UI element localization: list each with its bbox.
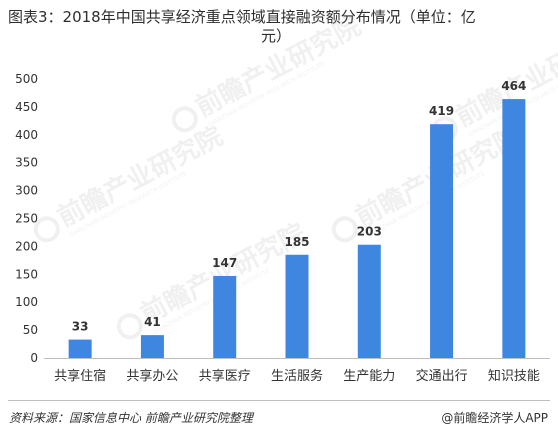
bar-data-label: 41 xyxy=(144,315,161,329)
x-axis: 共享住宿 共享办公 共享医疗 生活服务 生产能力 交通出行 知识技能 xyxy=(44,358,550,384)
bar-data-label: 203 xyxy=(357,225,382,239)
brand-credit: @前瞻经济学人APP xyxy=(441,409,548,426)
y-tick-label: 350 xyxy=(15,156,38,170)
y-tick-label: 150 xyxy=(15,267,38,281)
bar xyxy=(213,275,237,358)
bar-data-label: 185 xyxy=(284,235,309,249)
x-tick-label: 生产能力 xyxy=(343,369,395,384)
bar xyxy=(140,335,164,358)
bar xyxy=(285,254,309,358)
x-tick-label: 知识技能 xyxy=(488,368,540,384)
y-tick-label: 400 xyxy=(15,128,38,142)
x-tick-label: 交通出行 xyxy=(416,368,468,384)
y-tick-label: 500 xyxy=(15,72,38,86)
watermark-logo-icon xyxy=(33,216,60,243)
x-tick-label: 共享办公 xyxy=(126,368,178,384)
y-tick-label: 300 xyxy=(15,184,38,198)
bar-data-label: 419 xyxy=(429,104,454,118)
y-tick-label: 100 xyxy=(15,295,38,309)
y-tick-label: 250 xyxy=(15,212,38,226)
x-tick-label: 共享医疗 xyxy=(199,368,251,384)
y-tick-label: 50 xyxy=(23,323,38,337)
watermark-logo-icon xyxy=(116,313,143,340)
bar-data-label: 33 xyxy=(72,320,89,334)
x-tick-label: 共享住宿 xyxy=(54,368,106,384)
at-icon: @ xyxy=(441,411,454,425)
x-tick-label: 生活服务 xyxy=(271,368,323,384)
y-tick-label: 200 xyxy=(15,239,38,253)
bars: 33 41 147 185 203 419 464 xyxy=(68,79,526,358)
chart-title-line1: 图表3：2018年中国共享经济重点领域直接融资额分布情况（单位：亿 xyxy=(8,8,476,26)
bar xyxy=(357,244,381,358)
bar xyxy=(430,124,454,358)
bar-data-label: 147 xyxy=(212,256,237,270)
bar-data-label: 464 xyxy=(501,79,526,93)
footer-divider xyxy=(8,400,550,401)
y-axis: 0 50 100 150 200 250 300 350 400 450 500 xyxy=(15,72,38,365)
y-tick-label: 450 xyxy=(15,100,38,114)
chart-title: 图表3：2018年中国共享经济重点领域直接融资额分布情况（单位：亿 元） xyxy=(8,8,550,46)
watermark-text: 前瞻产业研究院 xyxy=(190,10,365,123)
watermark-logo-icon xyxy=(331,216,358,243)
brand-name: 前瞻经济学人APP xyxy=(453,411,548,425)
bar xyxy=(68,339,92,358)
watermark-logo-icon xyxy=(171,106,198,133)
bar xyxy=(502,99,526,358)
watermark-text: 前瞻产业研究院 xyxy=(52,120,227,233)
footer: 资料来源：国家信息中心 前瞻产业研究院整理 @前瞻经济学人APP xyxy=(0,400,558,439)
source-note: 资料来源：国家信息中心 前瞻产业研究院整理 xyxy=(9,411,253,425)
chart-title-line2: 元） xyxy=(260,27,291,45)
y-tick-label: 0 xyxy=(30,351,38,365)
